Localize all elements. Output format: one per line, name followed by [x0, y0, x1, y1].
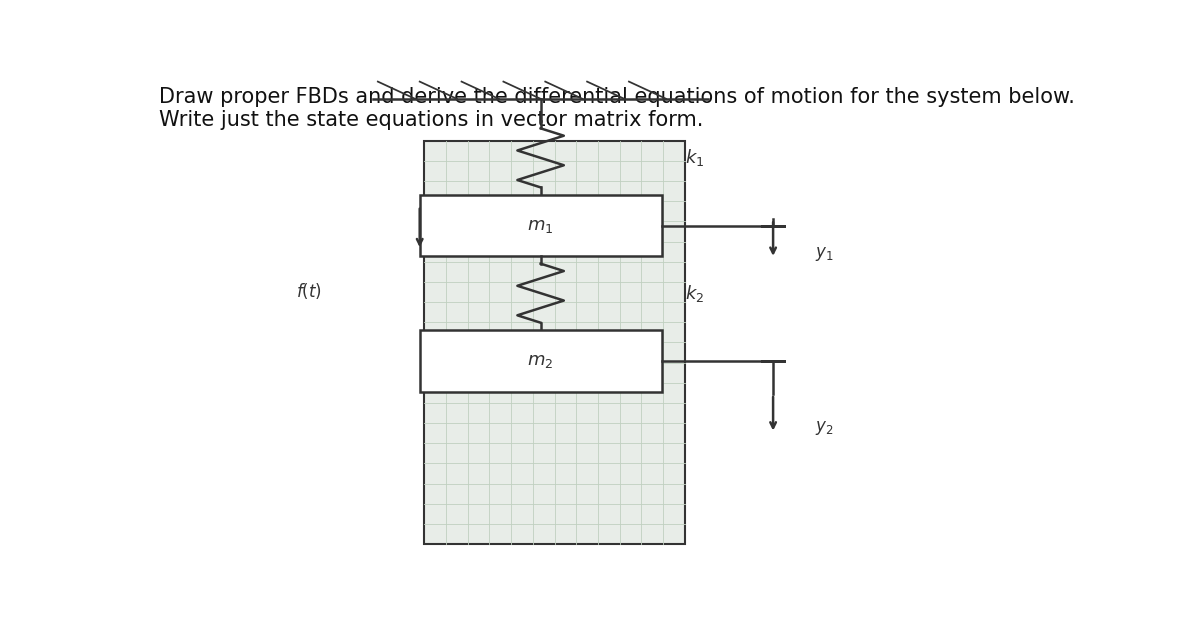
Text: $m_1$: $m_1$ [527, 217, 554, 235]
Text: $k_1$: $k_1$ [685, 148, 704, 168]
Text: $f(t)$: $f(t)$ [296, 281, 322, 301]
Text: $y_2$: $y_2$ [815, 419, 834, 438]
Bar [425, 141, 685, 544]
Bar [420, 195, 661, 256]
Text: $k_2$: $k_2$ [685, 282, 704, 304]
Text: Draw proper FBDs and derive the differential equations of motion for the system : Draw proper FBDs and derive the differen… [160, 86, 1075, 130]
Text: $y_1$: $y_1$ [815, 245, 834, 263]
Bar [420, 330, 661, 392]
Text: $m_2$: $m_2$ [528, 352, 553, 370]
